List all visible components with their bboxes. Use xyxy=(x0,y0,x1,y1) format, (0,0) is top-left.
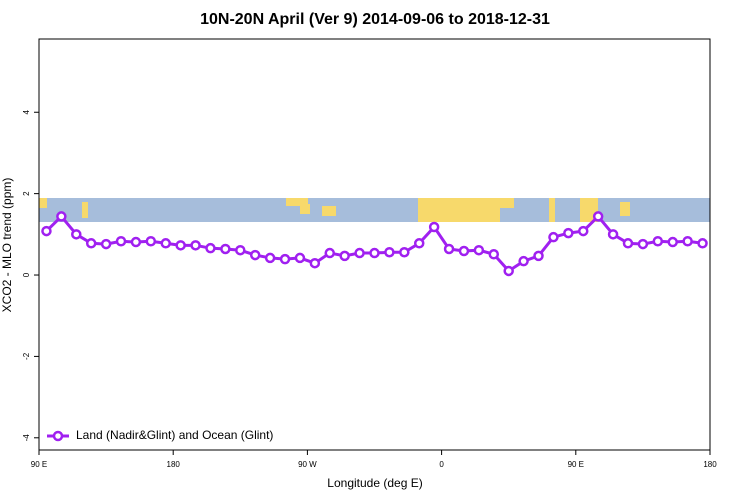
data-point xyxy=(458,245,470,257)
x-tick-label: 90 E xyxy=(568,460,584,469)
y-axis-label: XCO2 - MLO trend (ppm) xyxy=(0,178,14,313)
data-point xyxy=(85,238,97,249)
x-tick-label: 0 xyxy=(439,460,444,469)
x-tick-label: 180 xyxy=(167,460,181,469)
data-point xyxy=(384,246,395,258)
data-point xyxy=(71,229,82,240)
data-point xyxy=(56,211,67,222)
data-point xyxy=(518,255,529,267)
data-point xyxy=(354,247,365,259)
data-point xyxy=(309,257,321,269)
data-point xyxy=(145,235,157,247)
data-point xyxy=(473,244,485,256)
data-point xyxy=(175,240,186,251)
data-point xyxy=(249,249,261,261)
data-point xyxy=(592,211,604,222)
y-tick-label: 0 xyxy=(22,272,31,277)
plot-frame xyxy=(38,38,711,451)
data-point xyxy=(488,249,500,260)
data-point xyxy=(100,238,112,250)
x-tick-label: 90 E xyxy=(31,460,47,469)
data-point xyxy=(682,235,693,247)
data-point xyxy=(413,238,425,249)
data-point xyxy=(399,246,410,258)
data-point xyxy=(235,244,246,256)
data-point xyxy=(41,225,52,237)
x-tick-label: 180 xyxy=(703,460,717,469)
data-point xyxy=(369,247,380,259)
series-line xyxy=(45,214,703,273)
y-tick-label: -2 xyxy=(22,352,31,360)
data-point xyxy=(637,238,649,250)
data-point xyxy=(324,247,336,259)
data-point xyxy=(294,252,306,264)
x-tick-label: 90 W xyxy=(298,460,317,469)
data-point xyxy=(652,235,664,247)
y-tick-label: 4 xyxy=(22,109,31,114)
data-point xyxy=(428,221,440,233)
legend-label: Land (Nadir&Glint) and Ocean (Glint) xyxy=(76,428,273,442)
data-point xyxy=(548,231,559,243)
data-point xyxy=(205,242,216,254)
chart-title: 10N-20N April (Ver 9) 2014-09-06 to 2018… xyxy=(200,11,550,28)
x-axis-label: Longitude (deg E) xyxy=(327,476,422,490)
map-strip xyxy=(39,198,710,222)
data-point xyxy=(443,243,455,255)
data-point xyxy=(279,253,291,265)
data-point xyxy=(339,250,350,262)
data-point xyxy=(533,250,544,262)
y-tick-label: 2 xyxy=(22,191,31,196)
data-point xyxy=(697,238,708,249)
data-point xyxy=(563,227,574,239)
data-point xyxy=(220,243,231,255)
y-tick-label: -4 xyxy=(22,434,31,442)
data-point xyxy=(190,240,201,251)
data-point xyxy=(130,236,142,248)
data-point xyxy=(607,229,619,240)
data-point xyxy=(160,238,171,249)
data-point xyxy=(667,236,678,248)
data-point xyxy=(503,265,514,277)
data-point xyxy=(115,235,127,247)
data-point xyxy=(264,252,276,264)
data-point xyxy=(578,225,589,237)
legend-marker xyxy=(52,430,64,442)
data-point xyxy=(622,238,634,249)
